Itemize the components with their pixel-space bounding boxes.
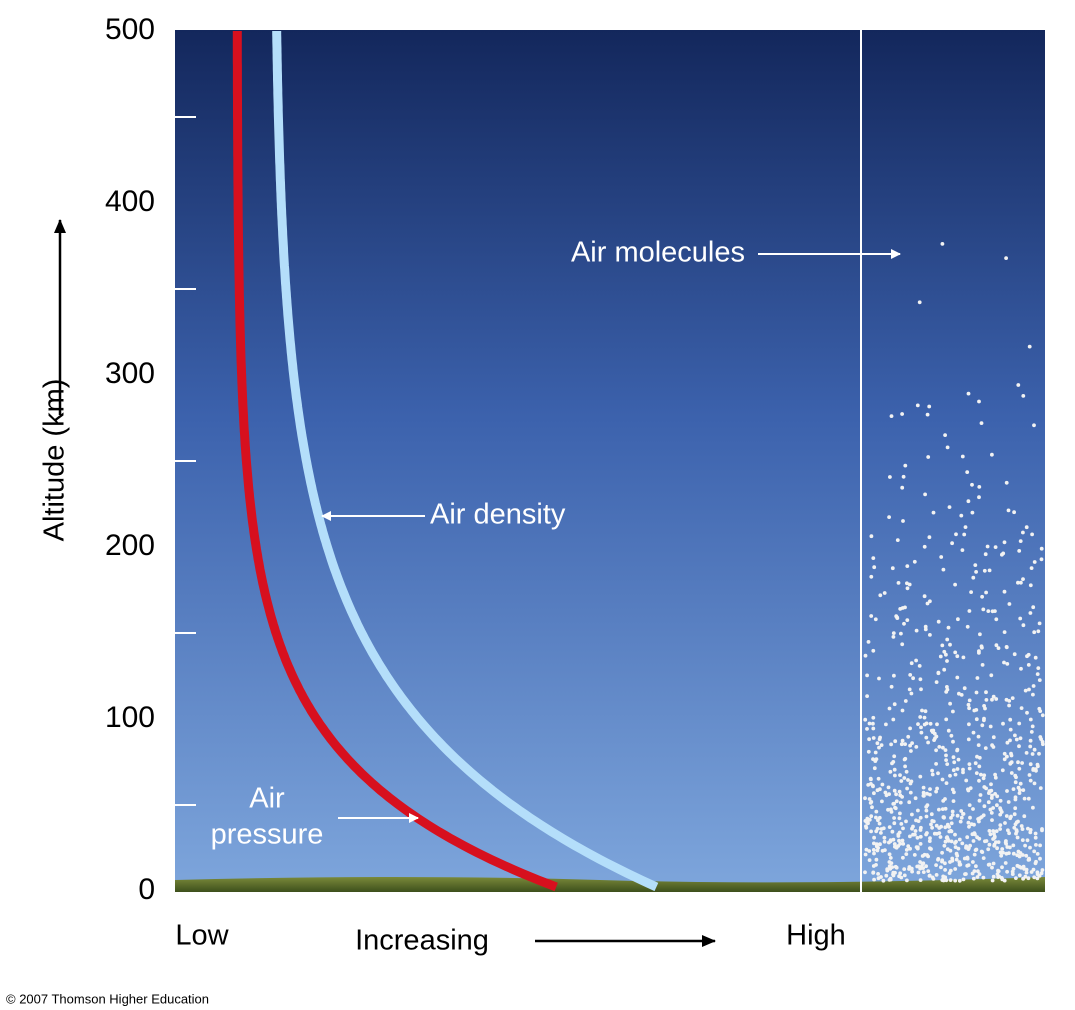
margin (0, 0, 175, 1010)
x-axis-label: Increasing (355, 925, 489, 957)
pressure-label-2: pressure (211, 819, 324, 851)
ground (175, 877, 1045, 892)
y-tick-label: 500 (105, 13, 155, 46)
pressure-curve (232, 31, 558, 892)
y-tick-label: 200 (105, 529, 155, 562)
sky-panel (175, 30, 1045, 892)
y-axis: 0 100 200 300 400 500 (105, 13, 196, 906)
y-tick-label: 0 (138, 873, 155, 906)
y-tick-label: 300 (105, 357, 155, 390)
y-tick-label: 100 (105, 701, 155, 734)
x-high: High (786, 920, 846, 952)
pressure-label-1: Air (249, 783, 285, 815)
credit: © 2007 Thomson Higher Education (6, 991, 209, 1006)
y-tick-label: 400 (105, 185, 155, 218)
density-curve (272, 31, 659, 892)
x-low: Low (175, 920, 229, 952)
molecules-label: Air molecules (571, 237, 745, 269)
density-label: Air density (430, 499, 566, 531)
molecules (863, 242, 1045, 883)
y-axis-label: Altitude (km) (39, 379, 71, 542)
